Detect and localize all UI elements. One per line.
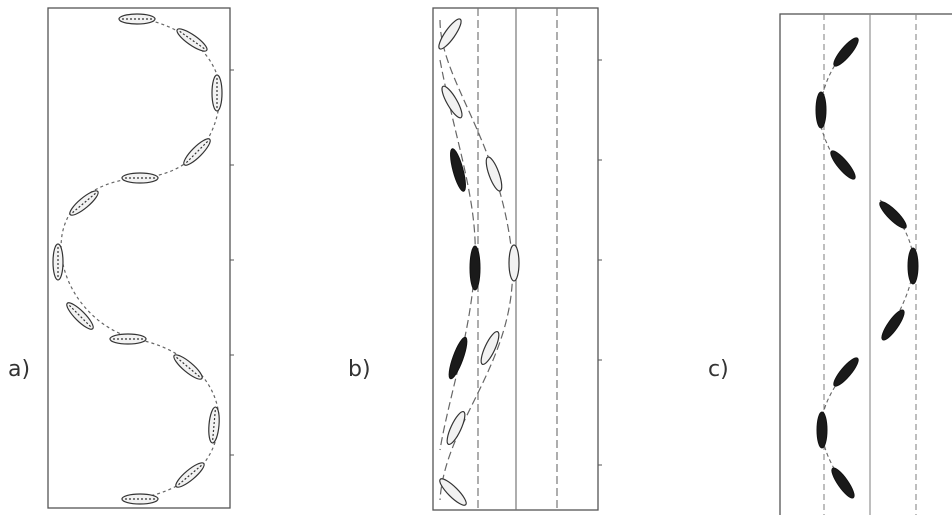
feather-b2 xyxy=(441,85,463,119)
feather-c7 xyxy=(833,357,859,387)
panel-b-label: b) xyxy=(348,357,371,382)
feather-a12 xyxy=(175,462,205,488)
feather-c6 xyxy=(881,309,905,341)
panel-b-feathers-dark xyxy=(448,148,481,380)
feather-a13 xyxy=(121,493,159,505)
feather-a4 xyxy=(183,138,211,166)
feather-c8 xyxy=(816,411,828,449)
feather-b9 xyxy=(469,245,481,291)
feather-a9 xyxy=(109,333,147,345)
feather-b5 xyxy=(480,330,500,366)
panel-a: a) xyxy=(8,7,234,509)
feather-b8 xyxy=(450,148,466,192)
panel-a-frame xyxy=(47,7,231,509)
feather-b4 xyxy=(508,244,520,282)
panel-b-trajectory-inner xyxy=(439,59,476,451)
panel-a-label: a) xyxy=(8,357,30,382)
panel-b-ticks xyxy=(598,59,602,466)
panel-c-guide-lines xyxy=(823,14,917,515)
feather-c4 xyxy=(879,201,907,229)
feather-a10 xyxy=(173,354,203,380)
feather-a3 xyxy=(211,74,223,112)
feather-a7 xyxy=(52,243,64,281)
feather-a11 xyxy=(208,406,220,444)
feather-b7 xyxy=(439,478,467,506)
panel-a-ticks xyxy=(230,69,234,456)
panel-c-label: c) xyxy=(708,357,729,382)
feather-c5 xyxy=(907,247,919,285)
feather-a6 xyxy=(69,190,99,216)
feather-b10 xyxy=(448,336,468,380)
feather-b6 xyxy=(446,410,466,446)
feather-a2 xyxy=(176,28,208,52)
feather-b1 xyxy=(438,18,462,50)
panel-c: c) xyxy=(708,13,952,515)
panel-b: b) xyxy=(348,7,602,511)
feather-a8 xyxy=(66,302,94,330)
panel-c-trajectories xyxy=(819,39,915,493)
panel-c-frame xyxy=(779,13,952,515)
feather-c3 xyxy=(830,150,856,180)
panel-b-feathers-light xyxy=(438,18,520,506)
feather-a5 xyxy=(121,172,159,184)
panel-c-feathers xyxy=(815,37,919,499)
feather-c2 xyxy=(815,91,827,129)
feather-c1 xyxy=(833,37,859,67)
panel-a-feathers xyxy=(52,13,223,505)
feather-a1 xyxy=(118,13,156,25)
feather-b3 xyxy=(485,156,503,192)
panel-a-trajectory xyxy=(60,17,221,501)
feather-c9 xyxy=(831,467,855,499)
